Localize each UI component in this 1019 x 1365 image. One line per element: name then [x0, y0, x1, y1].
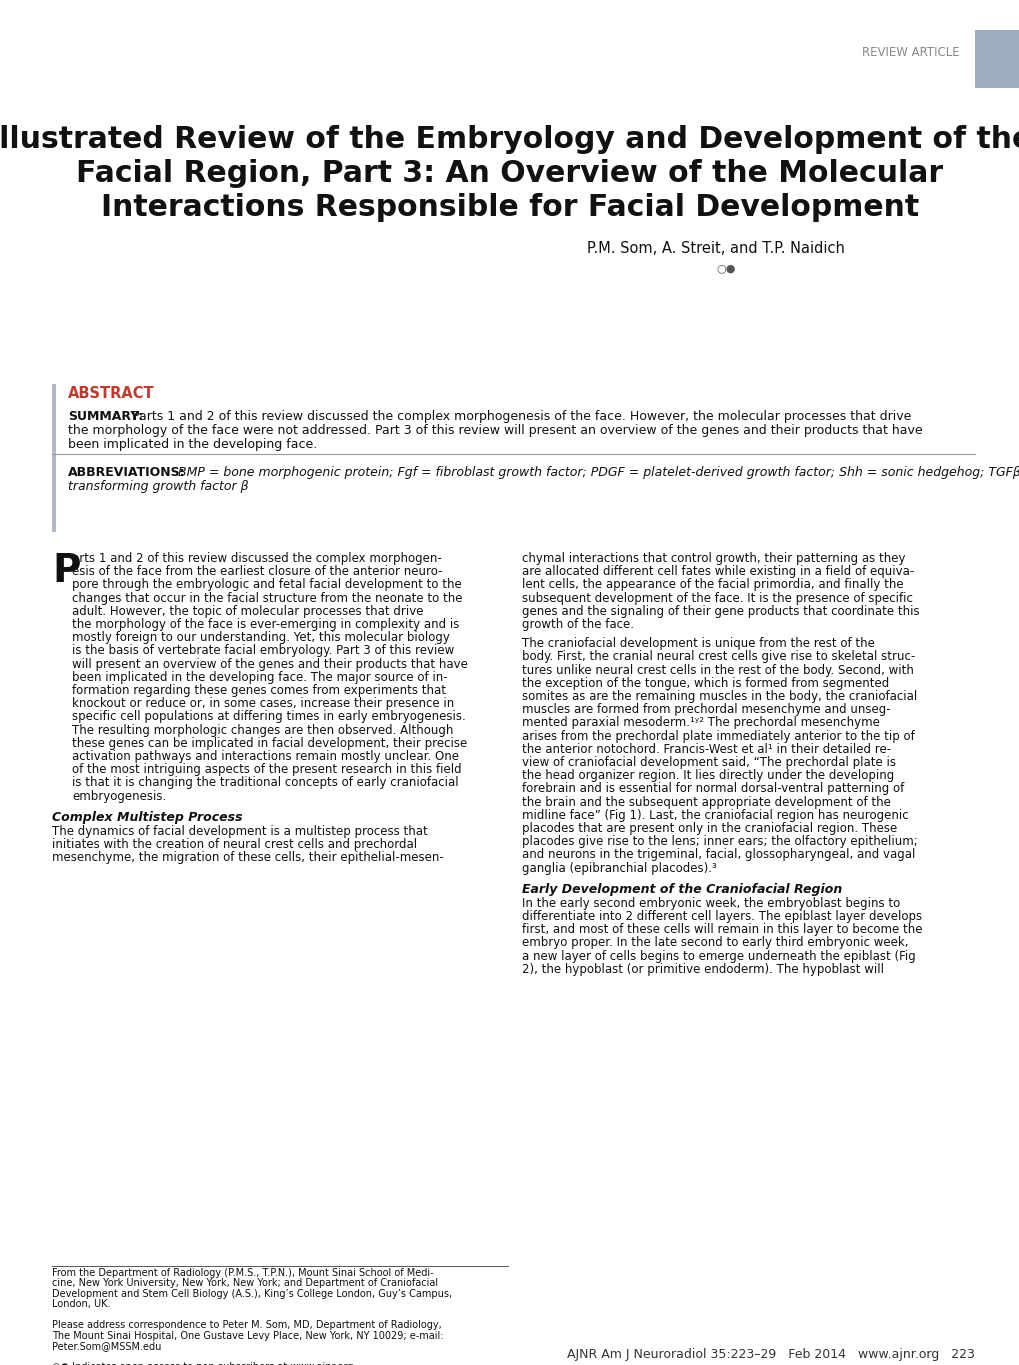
Text: Illustrated Review of the Embryology and Development of the: Illustrated Review of the Embryology and… — [0, 126, 1019, 154]
Text: Interactions Responsible for Facial Development: Interactions Responsible for Facial Deve… — [101, 192, 918, 222]
Text: midline face” (Fig 1). Last, the craniofacial region has neurogenic: midline face” (Fig 1). Last, the craniof… — [522, 809, 908, 822]
Text: the morphology of the face is ever-emerging in complexity and is: the morphology of the face is ever-emerg… — [72, 618, 459, 631]
Text: specific cell populations at differing times in early embryogenesis.: specific cell populations at differing t… — [72, 710, 466, 723]
Text: lent cells, the appearance of the facial primordia, and finally the: lent cells, the appearance of the facial… — [522, 579, 903, 591]
Text: the morphology of the face were not addressed. Part 3 of this review will presen: the morphology of the face were not addr… — [68, 425, 922, 437]
Text: ○●: ○● — [715, 263, 735, 273]
Text: ABSTRACT: ABSTRACT — [68, 386, 155, 401]
Text: Early Development of the Craniofacial Region: Early Development of the Craniofacial Re… — [522, 883, 842, 895]
Text: is that it is changing the traditional concepts of early craniofacial: is that it is changing the traditional c… — [72, 777, 459, 789]
Text: Please address correspondence to Peter M. Som, MD, Department of Radiology,: Please address correspondence to Peter M… — [52, 1320, 441, 1331]
Text: Parts 1 and 2 of this review discussed the complex morphogenesis of the face. Ho: Parts 1 and 2 of this review discussed t… — [131, 410, 911, 423]
Text: AJNR Am J Neuroradiol 35:223–29   Feb 2014   www.ajnr.org   223: AJNR Am J Neuroradiol 35:223–29 Feb 2014… — [567, 1349, 974, 1361]
Text: arts 1 and 2 of this review discussed the complex morphogen-: arts 1 and 2 of this review discussed th… — [72, 551, 441, 565]
Text: tures unlike neural crest cells in the rest of the body. Second, with: tures unlike neural crest cells in the r… — [522, 663, 913, 677]
Text: The craniofacial development is unique from the rest of the: The craniofacial development is unique f… — [522, 637, 874, 650]
Text: is the basis of vertebrate facial embryology. Part 3 of this review: is the basis of vertebrate facial embryo… — [72, 644, 453, 658]
Text: first, and most of these cells will remain in this layer to become the: first, and most of these cells will rema… — [522, 923, 921, 936]
Text: chymal interactions that control growth, their patterning as they: chymal interactions that control growth,… — [522, 551, 905, 565]
Text: the brain and the subsequent appropriate development of the: the brain and the subsequent appropriate… — [522, 796, 890, 808]
Text: The Mount Sinai Hospital, One Gustave Levy Place, New York, NY 10029; e-mail:: The Mount Sinai Hospital, One Gustave Le… — [52, 1331, 443, 1340]
Text: and neurons in the trigeminal, facial, glossopharyngeal, and vagal: and neurons in the trigeminal, facial, g… — [522, 849, 914, 861]
Text: subsequent development of the face. It is the presence of specific: subsequent development of the face. It i… — [522, 591, 912, 605]
Text: placodes that are present only in the craniofacial region. These: placodes that are present only in the cr… — [522, 822, 897, 835]
Text: view of craniofacial development said, “The prechordal plate is: view of craniofacial development said, “… — [522, 756, 895, 768]
Text: the exception of the tongue, which is formed from segmented: the exception of the tongue, which is fo… — [522, 677, 889, 689]
Text: genes and the signaling of their gene products that coordinate this: genes and the signaling of their gene pr… — [522, 605, 919, 618]
Text: In the early second embryonic week, the embryoblast begins to: In the early second embryonic week, the … — [522, 897, 900, 910]
Text: P: P — [52, 551, 81, 590]
Text: activation pathways and interactions remain mostly unclear. One: activation pathways and interactions rem… — [72, 749, 459, 763]
Text: transforming growth factor β: transforming growth factor β — [68, 480, 249, 493]
Text: ABBREVIATIONS:: ABBREVIATIONS: — [68, 465, 185, 479]
Text: initiates with the creation of neural crest cells and prechordal: initiates with the creation of neural cr… — [52, 838, 417, 850]
Text: the head organizer region. It lies directly under the developing: the head organizer region. It lies direc… — [522, 770, 894, 782]
Text: body. First, the cranial neural crest cells give rise to skeletal struc-: body. First, the cranial neural crest ce… — [522, 650, 914, 663]
Text: mented paraxial mesoderm.¹ʸ² The prechordal mesenchyme: mented paraxial mesoderm.¹ʸ² The prechor… — [522, 717, 879, 729]
Text: embryo proper. In the late second to early third embryonic week,: embryo proper. In the late second to ear… — [522, 936, 908, 950]
Text: From the Department of Radiology (P.M.S., T.P.N.), Mount Sinai School of Medi-: From the Department of Radiology (P.M.S.… — [52, 1268, 433, 1278]
Bar — [974, 30, 1019, 87]
Text: pore through the embryologic and fetal facial development to the: pore through the embryologic and fetal f… — [72, 579, 462, 591]
Text: P.M. Som, A. Streit, and T.P. Naidich: P.M. Som, A. Streit, and T.P. Naidich — [587, 242, 844, 257]
Text: ○● Indicates open access to non-subscribers at www.ajnr.org: ○● Indicates open access to non-subscrib… — [52, 1362, 354, 1365]
Bar — [52, 384, 56, 532]
Text: The dynamics of facial development is a multistep process that: The dynamics of facial development is a … — [52, 824, 427, 838]
Text: London, UK.: London, UK. — [52, 1299, 110, 1309]
Text: are allocated different cell fates while existing in a field of equiva-: are allocated different cell fates while… — [522, 565, 913, 579]
Text: somites as are the remaining muscles in the body, the craniofacial: somites as are the remaining muscles in … — [522, 689, 916, 703]
Text: esis of the face from the earliest closure of the anterior neuro-: esis of the face from the earliest closu… — [72, 565, 442, 579]
Text: will present an overview of the genes and their products that have: will present an overview of the genes an… — [72, 658, 468, 670]
Text: adult. However, the topic of molecular processes that drive: adult. However, the topic of molecular p… — [72, 605, 423, 618]
Text: muscles are formed from prechordal mesenchyme and unseg-: muscles are formed from prechordal mesen… — [522, 703, 890, 717]
Text: formation regarding these genes comes from experiments that: formation regarding these genes comes fr… — [72, 684, 445, 698]
Text: Complex Multistep Process: Complex Multistep Process — [52, 811, 243, 824]
Text: Peter.Som@MSSM.edu: Peter.Som@MSSM.edu — [52, 1342, 161, 1351]
Text: these genes can be implicated in facial development, their precise: these genes can be implicated in facial … — [72, 737, 467, 749]
Text: of the most intriguing aspects of the present research in this field: of the most intriguing aspects of the pr… — [72, 763, 462, 777]
Text: knockout or reduce or, in some cases, increase their presence in: knockout or reduce or, in some cases, in… — [72, 698, 453, 710]
Text: mostly foreign to our understanding. Yet, this molecular biology: mostly foreign to our understanding. Yet… — [72, 631, 449, 644]
Text: ganglia (epibranchial placodes).³: ganglia (epibranchial placodes).³ — [522, 861, 716, 875]
Text: 2), the hypoblast (or primitive endoderm). The hypoblast will: 2), the hypoblast (or primitive endoderm… — [522, 962, 883, 976]
Text: SUMMARY:: SUMMARY: — [68, 410, 143, 423]
Text: been implicated in the developing face.: been implicated in the developing face. — [68, 438, 317, 450]
Text: cine, New York University, New York, New York; and Department of Craniofacial: cine, New York University, New York, New… — [52, 1279, 438, 1289]
Text: a new layer of cells begins to emerge underneath the epiblast (Fig: a new layer of cells begins to emerge un… — [522, 950, 915, 962]
Text: Development and Stem Cell Biology (A.S.), King’s College London, Guy’s Campus,: Development and Stem Cell Biology (A.S.)… — [52, 1289, 451, 1299]
Text: Facial Region, Part 3: An Overview of the Molecular: Facial Region, Part 3: An Overview of th… — [76, 158, 943, 188]
Text: been implicated in the developing face. The major source of in-: been implicated in the developing face. … — [72, 670, 447, 684]
Text: forebrain and is essential for normal dorsal-ventral patterning of: forebrain and is essential for normal do… — [522, 782, 904, 796]
Text: arises from the prechordal plate immediately anterior to the tip of: arises from the prechordal plate immedia… — [522, 730, 914, 743]
Text: placodes give rise to the lens; inner ears; the olfactory epithelium;: placodes give rise to the lens; inner ea… — [522, 835, 917, 848]
Text: mesenchyme, the migration of these cells, their epithelial-mesen-: mesenchyme, the migration of these cells… — [52, 852, 443, 864]
Text: embryogenesis.: embryogenesis. — [72, 789, 166, 803]
Text: BMP = bone morphogenic protein; Fgf = fibroblast growth factor; PDGF = platelet-: BMP = bone morphogenic protein; Fgf = fi… — [178, 465, 1019, 479]
Text: the anterior notochord. Francis-West et al¹ in their detailed re-: the anterior notochord. Francis-West et … — [522, 743, 891, 756]
Text: growth of the face.: growth of the face. — [522, 618, 634, 631]
Text: REVIEW ARTICLE: REVIEW ARTICLE — [861, 45, 959, 59]
Text: differentiate into 2 different cell layers. The epiblast layer develops: differentiate into 2 different cell laye… — [522, 910, 921, 923]
Text: The resulting morphologic changes are then observed. Although: The resulting morphologic changes are th… — [72, 723, 452, 737]
Text: changes that occur in the facial structure from the neonate to the: changes that occur in the facial structu… — [72, 591, 462, 605]
